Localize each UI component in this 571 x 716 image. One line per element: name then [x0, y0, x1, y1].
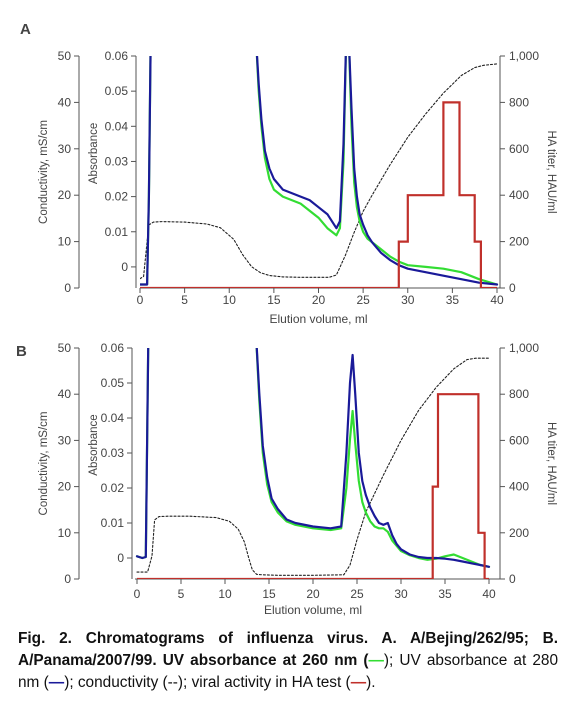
uv280-legend-key: —	[48, 674, 65, 691]
conductivity-tick-label: 10	[58, 526, 72, 540]
x-tick-label: 0	[137, 293, 144, 307]
caption-mid-1: ); UV absorbance at 280 nm (	[18, 652, 559, 691]
absorbance-tick-label: 0.05	[101, 376, 125, 390]
ha-tick-label: 200	[509, 235, 529, 249]
absorbance-tick-label: 0.06	[105, 49, 129, 63]
x-tick-label: 20	[312, 293, 326, 307]
conductivity-tick-label: 30	[58, 142, 72, 156]
x-tick-label: 10	[218, 587, 232, 601]
absorbance-tick-label: 0.03	[101, 446, 125, 460]
x-tick-label: 5	[178, 587, 185, 601]
ha-series-line	[140, 101, 497, 288]
x-tick-label: 35	[438, 587, 452, 601]
x-tick-label: 30	[401, 293, 415, 307]
ha-tick-label: 800	[509, 387, 529, 401]
ha-tick-label: 1,000	[509, 341, 539, 355]
panel-label: A	[20, 21, 31, 38]
caption-mid-2: ); conductivity (--); viral activity in …	[64, 674, 351, 691]
x-tick-label: 35	[446, 293, 460, 307]
ha-tick-label: 0	[509, 572, 516, 586]
x-tick-label: 30	[394, 587, 408, 601]
ha-tick-label: 800	[509, 95, 529, 109]
absorbance-axis-title: Absorbance	[88, 414, 100, 475]
absorbance-tick-label: 0.05	[105, 84, 129, 98]
absorbance-tick-label: 0.02	[105, 190, 129, 204]
caption-prefix: Fig. 2. Chromatograms of influenza virus…	[18, 630, 558, 669]
uv280-series-line	[140, 56, 499, 286]
x-tick-label: 10	[223, 293, 237, 307]
ha-series-line	[137, 393, 489, 579]
conductivity-tick-label: 20	[58, 480, 72, 494]
conductivity-tick-label: 20	[58, 188, 72, 202]
conductivity-axis-title: Conductivity, mS/cm	[38, 120, 50, 224]
absorbance-tick-label: 0.03	[105, 154, 129, 168]
ha-axis-title: HA titer, HAU/ml	[545, 422, 557, 505]
ha-tick-label: 400	[509, 480, 529, 494]
ha-axis-title: HA titer, HAU/ml	[545, 130, 557, 213]
absorbance-axis-title: Absorbance	[88, 123, 100, 184]
conductivity-series-line	[136, 357, 490, 576]
figure-caption: Fig. 2. Chromatograms of influenza virus…	[18, 628, 558, 694]
x-axis-title: Elution volume, ml	[264, 603, 362, 617]
absorbance-tick-label: 0.02	[101, 481, 125, 495]
x-tick-label: 15	[262, 587, 276, 601]
absorbance-tick-label: 0.06	[101, 341, 125, 355]
caption-suffix: ).	[366, 674, 376, 691]
x-tick-label: 20	[306, 587, 320, 601]
absorbance-tick-label: 0.04	[101, 411, 125, 425]
panel-label: B	[16, 343, 27, 360]
absorbance-tick-label: 0	[117, 551, 124, 565]
x-tick-label: 0	[134, 587, 141, 601]
absorbance-tick-label: 0	[121, 260, 128, 274]
absorbance-tick-label: 0.01	[105, 225, 129, 239]
x-tick-label: 25	[356, 293, 370, 307]
x-tick-label: 25	[350, 587, 364, 601]
conductivity-tick-label: 10	[58, 235, 72, 249]
absorbance-tick-label: 0.04	[105, 119, 129, 133]
ha-tick-label: 600	[509, 142, 529, 156]
ha-tick-label: 1,000	[509, 49, 539, 63]
uv260-legend-key: —	[368, 652, 384, 669]
conductivity-tick-label: 50	[58, 49, 72, 63]
ha-tick-label: 600	[509, 433, 529, 447]
conductivity-series-line	[140, 63, 498, 280]
ha-tick-label: 200	[509, 526, 529, 540]
conductivity-tick-label: 50	[58, 341, 72, 355]
conductivity-tick-label: 0	[64, 572, 71, 586]
x-tick-label: 40	[490, 293, 504, 307]
conductivity-tick-label: 40	[58, 387, 72, 401]
conductivity-tick-label: 30	[58, 433, 72, 447]
absorbance-tick-label: 0.01	[101, 516, 125, 530]
x-tick-label: 40	[482, 587, 496, 601]
conductivity-tick-label: 0	[64, 281, 71, 295]
conductivity-tick-label: 40	[58, 95, 72, 109]
ha-legend-key: —	[350, 674, 367, 691]
x-axis-title: Elution volume, ml	[269, 312, 367, 326]
x-tick-label: 5	[181, 293, 188, 307]
x-tick-label: 15	[267, 293, 281, 307]
ha-tick-label: 400	[509, 188, 529, 202]
conductivity-axis-title: Conductivity, mS/cm	[38, 412, 50, 516]
uv280-series-line	[135, 348, 491, 568]
ha-tick-label: 0	[509, 281, 516, 295]
uv260-series-line	[135, 348, 491, 568]
